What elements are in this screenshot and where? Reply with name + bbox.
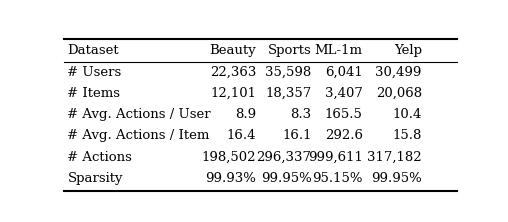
Text: # Avg. Actions / Item: # Avg. Actions / Item xyxy=(68,129,210,143)
Text: 8.3: 8.3 xyxy=(291,108,311,121)
Text: ML-1m: ML-1m xyxy=(315,44,363,57)
Text: 8.9: 8.9 xyxy=(235,108,257,121)
Text: Yelp: Yelp xyxy=(394,44,422,57)
Text: Dataset: Dataset xyxy=(68,44,119,57)
Text: 6,041: 6,041 xyxy=(325,66,363,79)
Text: # Actions: # Actions xyxy=(68,151,132,164)
Text: 16.4: 16.4 xyxy=(227,129,257,143)
Text: 3,407: 3,407 xyxy=(325,87,363,100)
Text: 317,182: 317,182 xyxy=(367,151,422,164)
Text: # Items: # Items xyxy=(68,87,120,100)
Text: 165.5: 165.5 xyxy=(325,108,363,121)
Text: 99.95%: 99.95% xyxy=(261,172,311,185)
Text: Sparsity: Sparsity xyxy=(68,172,123,185)
Text: 35,598: 35,598 xyxy=(265,66,311,79)
Text: # Users: # Users xyxy=(68,66,122,79)
Text: 198,502: 198,502 xyxy=(202,151,257,164)
Text: 292.6: 292.6 xyxy=(325,129,363,143)
Text: 95.15%: 95.15% xyxy=(312,172,363,185)
Text: 10.4: 10.4 xyxy=(392,108,422,121)
Text: Sports: Sports xyxy=(268,44,311,57)
Text: 12,101: 12,101 xyxy=(210,87,257,100)
Text: 15.8: 15.8 xyxy=(392,129,422,143)
Text: 99.95%: 99.95% xyxy=(371,172,422,185)
Text: 999,611: 999,611 xyxy=(308,151,363,164)
Text: 99.93%: 99.93% xyxy=(206,172,257,185)
Text: 16.1: 16.1 xyxy=(282,129,311,143)
Text: # Avg. Actions / User: # Avg. Actions / User xyxy=(68,108,211,121)
Text: 30,499: 30,499 xyxy=(375,66,422,79)
Text: Beauty: Beauty xyxy=(210,44,257,57)
Text: 296,337: 296,337 xyxy=(257,151,311,164)
Text: 20,068: 20,068 xyxy=(375,87,422,100)
Text: 22,363: 22,363 xyxy=(210,66,257,79)
Text: 18,357: 18,357 xyxy=(265,87,311,100)
